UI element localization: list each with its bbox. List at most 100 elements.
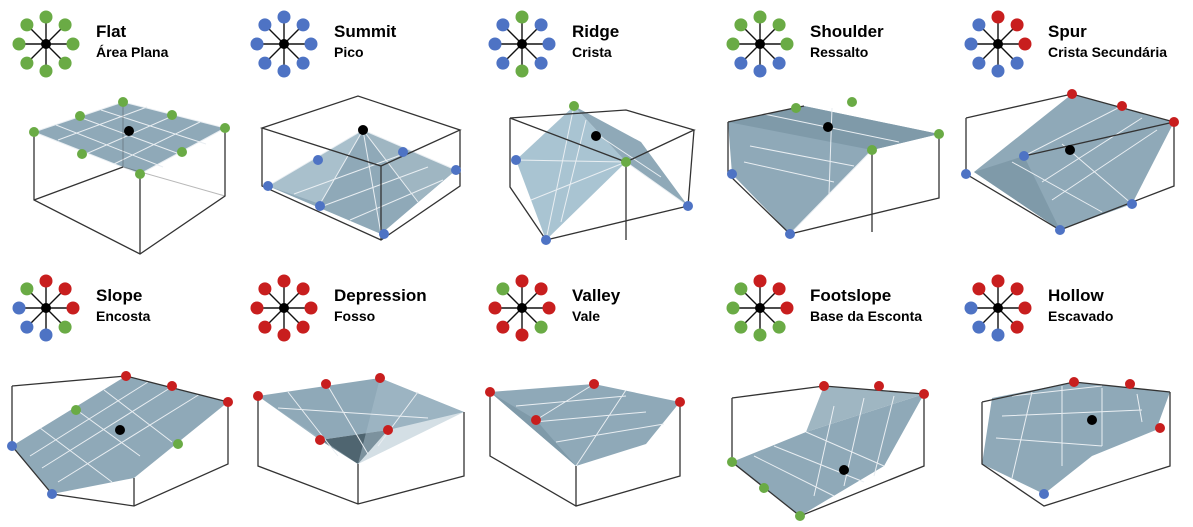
neighbor-cell-higher (991, 10, 1005, 24)
center-cell (41, 303, 51, 313)
neighborhood-pattern-icon (488, 10, 556, 78)
terrain-block-ridge (509, 101, 696, 245)
landform-subtitle: Vale (572, 308, 601, 324)
landform-subtitle: Área Plana (96, 44, 169, 60)
neighbor-cell-higher (972, 282, 986, 296)
neighbor-cell-higher (780, 301, 794, 315)
neighbor-cell-higher (277, 274, 291, 288)
neighbor-cell-higher (542, 301, 556, 315)
landform-subtitle: Encosta (96, 308, 151, 324)
center-cell (993, 303, 1003, 313)
landform-title: Ridge (572, 22, 620, 41)
neighbor-cell-equal (12, 37, 26, 51)
neighbor-cell-equal (515, 10, 529, 24)
landform-subtitle: Crista Secundária (1048, 44, 1168, 60)
center-cell (755, 303, 765, 313)
neighbor-cell-higher (488, 301, 502, 315)
center-cell (279, 39, 289, 49)
neighbor-cell-lower (1010, 56, 1024, 70)
neighbor-cell-equal (726, 37, 740, 51)
neighbor-cell-lower (972, 18, 986, 32)
neighbor-cell-equal (772, 320, 786, 334)
landform-title: Hollow (1048, 286, 1104, 305)
center-cell (517, 39, 527, 49)
neighbor-cell-equal (534, 320, 548, 334)
terrain-block-shoulder (727, 97, 944, 239)
neighbor-cell-equal (66, 37, 80, 51)
landform-subtitle: Fosso (334, 308, 376, 324)
center-cell (993, 39, 1003, 49)
landform-title: Footslope (810, 286, 892, 305)
neighbor-cell-lower (991, 64, 1005, 78)
landform-flat: Flat Área Plana (0, 0, 236, 262)
neighbor-cell-higher (58, 282, 72, 296)
surface-markers (253, 373, 393, 445)
neighbor-cell-higher (296, 282, 310, 296)
landform-footslope: Footslope Base da Esconta (714, 264, 950, 526)
landform-subtitle: Base da Esconta (810, 308, 923, 324)
surface-markers (961, 89, 1179, 235)
neighbor-cell-higher (991, 274, 1005, 288)
landform-subtitle: Escavado (1048, 308, 1114, 324)
surface-markers (727, 97, 944, 239)
neighbor-cell-lower (496, 56, 510, 70)
landform-subtitle: Pico (334, 44, 364, 60)
neighbor-cell-higher (1010, 18, 1024, 32)
landform-summit: Summit Pico (238, 0, 474, 262)
neighborhood-pattern-icon (488, 274, 556, 342)
landform-title: Summit (334, 22, 397, 41)
neighbor-cell-higher (296, 320, 310, 334)
center-cell (517, 303, 527, 313)
neighbor-cell-equal (496, 282, 510, 296)
landform-subtitle: Ressalto (810, 44, 869, 60)
landform-slope: Slope Encosta (0, 264, 236, 526)
neighbor-cell-lower (496, 18, 510, 32)
landform-valley: Valley Vale (476, 264, 712, 526)
neighbor-cell-lower (753, 64, 767, 78)
neighbor-cell-lower (972, 320, 986, 334)
landform-title: Shoulder (810, 22, 884, 41)
surface-markers (485, 379, 685, 425)
neighbor-cell-lower (39, 328, 53, 342)
landform-hollow: Hollow Escavado (952, 264, 1188, 526)
neighbor-cell-lower (277, 64, 291, 78)
neighbor-cell-equal (20, 282, 34, 296)
neighborhood-pattern-icon (964, 274, 1032, 342)
neighbor-cell-higher (66, 301, 80, 315)
center-cell (755, 39, 765, 49)
terrain-block-hollow (981, 377, 1171, 507)
center-cell (279, 303, 289, 313)
surface-markers (727, 381, 929, 521)
neighbor-cell-lower (534, 18, 548, 32)
neighbor-cell-lower (277, 10, 291, 24)
neighbor-cell-lower (991, 328, 1005, 342)
neighbor-cell-lower (296, 56, 310, 70)
landform-title: Valley (572, 286, 621, 305)
neighborhood-pattern-icon (726, 274, 794, 342)
surface-markers (7, 371, 233, 499)
neighbor-cell-higher (250, 301, 264, 315)
neighbor-cell-higher (496, 320, 510, 334)
neighbor-cell-equal (726, 301, 740, 315)
neighbor-cell-equal (753, 328, 767, 342)
neighbor-cell-higher (515, 328, 529, 342)
center-cell (41, 39, 51, 49)
neighbor-cell-equal (58, 56, 72, 70)
neighbor-cell-higher (277, 328, 291, 342)
neighborhood-pattern-icon (964, 10, 1032, 78)
neighborhood-pattern-icon (250, 274, 318, 342)
neighbor-cell-higher (258, 320, 272, 334)
neighbor-cell-equal (20, 56, 34, 70)
neighbor-cell-lower (964, 37, 978, 51)
neighbor-cell-higher (1010, 282, 1024, 296)
neighbor-cell-lower (296, 18, 310, 32)
neighborhood-pattern-icon (12, 10, 80, 78)
neighbor-cell-equal (58, 18, 72, 32)
neighbor-cell-higher (1010, 320, 1024, 334)
landform-title: Flat (96, 22, 127, 41)
terrain-block-valley (485, 379, 685, 507)
neighbor-cell-lower (734, 56, 748, 70)
neighbor-cell-higher (772, 282, 786, 296)
landform-ridge: Ridge Crista (476, 0, 712, 262)
neighbor-cell-lower (20, 320, 34, 334)
